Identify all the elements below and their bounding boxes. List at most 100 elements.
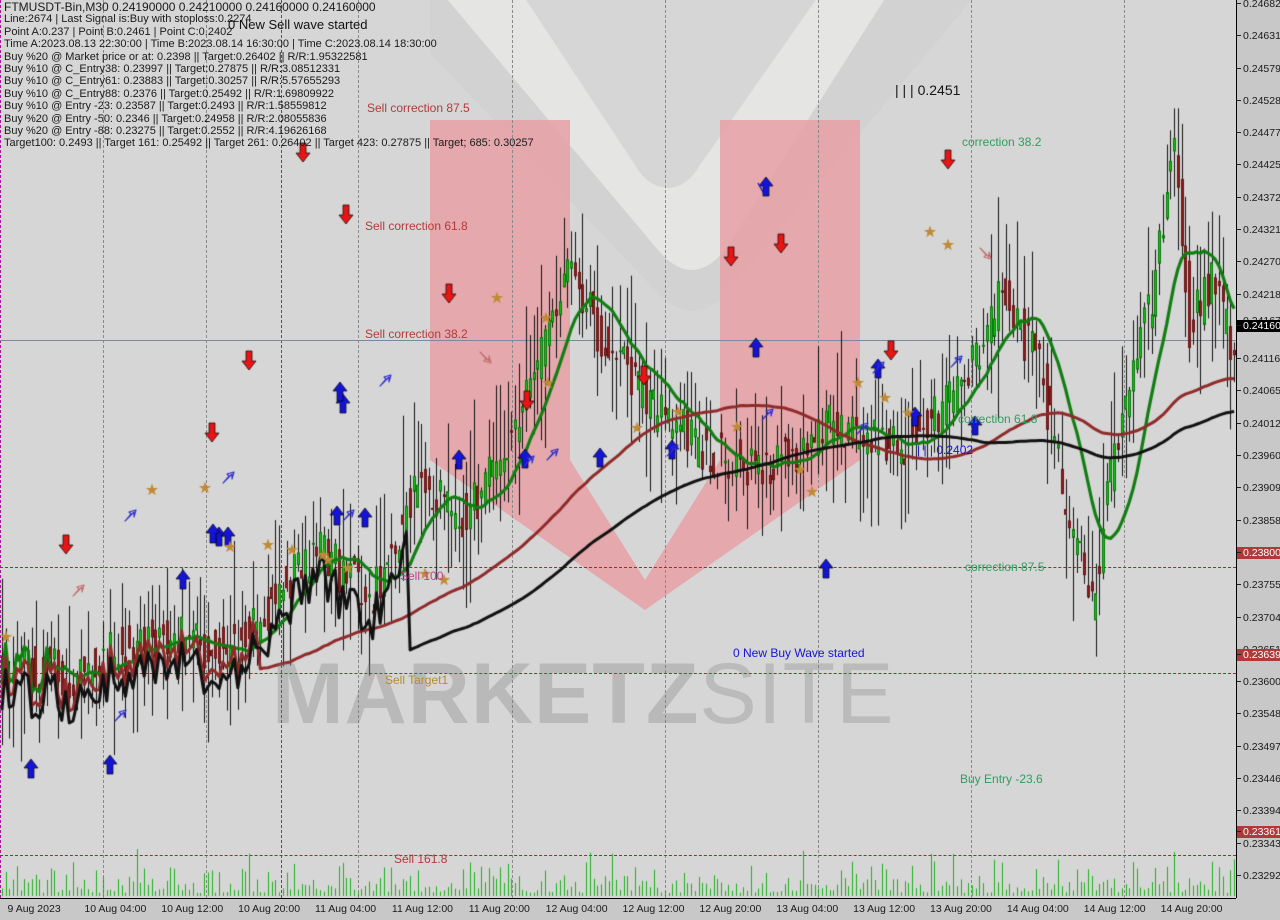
tick-label: 0.23960 [1243, 450, 1280, 463]
info-line: Point A:0.237 | Point B:0.2461 | Point C… [4, 25, 233, 38]
price-tick: 0.23909 [1237, 482, 1280, 494]
price-level-tick: 0.23639 [1237, 648, 1280, 661]
tick-label: 0.23292 [1243, 869, 1280, 882]
tick-dash [1237, 99, 1241, 101]
tick-dash [1237, 616, 1241, 618]
tick-dash [1237, 358, 1241, 360]
tick-dash [1237, 745, 1241, 747]
tick-label: 0.23446 [1243, 773, 1280, 786]
price-tick: 0.24528 [1237, 95, 1280, 107]
price-tick: 0.24321 [1237, 224, 1280, 236]
tick-label: 0.24270 [1243, 256, 1280, 269]
price-tick: 0.23343 [1237, 838, 1280, 850]
tick-dash [1237, 35, 1241, 37]
info-line: Buy %10 @ Entry -23: 0.23587 || Target:0… [4, 100, 327, 113]
price-tick: 0.24372 [1237, 192, 1280, 204]
tick-label: 0.23548 [1243, 708, 1280, 721]
chart-info-header: FTMUSDT-Bin,M30 0.24190000 0.24210000 0.… [4, 1, 534, 150]
price-tick: 0.24012 [1237, 418, 1280, 430]
tick-label: 0.24579 [1243, 62, 1280, 75]
time-tick-label: 14 Aug 04:00 [1006, 903, 1069, 915]
time-tick-label: 14 Aug 20:00 [1160, 903, 1223, 915]
tick-label: 0.24321 [1243, 224, 1280, 236]
price-tick: 0.23704 [1237, 612, 1280, 624]
level-0-2402-label: | | | 0.2402 [917, 443, 974, 457]
price-tick: 0.23497 [1237, 741, 1280, 753]
price-tick: 0.24425 [1237, 159, 1280, 171]
axis-corner [1236, 898, 1280, 920]
info-line: Buy %10 @ C_Entry61: 0.23883 || Target:0… [4, 75, 341, 88]
tick-dash [1237, 653, 1241, 655]
tick-label: 0.23909 [1243, 482, 1280, 495]
tick-dash [1237, 681, 1241, 683]
info-line: Buy %10 @ C_Entry38: 0.23997 || Target:0… [4, 62, 341, 75]
tick-dash [1237, 293, 1241, 295]
new-buy-wave-label: 0 New Buy Wave started [733, 646, 865, 660]
tick-label: 0.24218 [1243, 288, 1280, 301]
buy-entry-236-label: Buy Entry -23.6 [960, 772, 1043, 786]
info-line: Buy %10 @ C_Entry88: 0.2376 || Target:0.… [4, 87, 334, 100]
tick-label: 0.23600 [1243, 676, 1280, 689]
tick-label: 0.23755 [1243, 579, 1280, 592]
tick-label: 0.24528 [1243, 94, 1280, 107]
tick-dash [1237, 67, 1241, 69]
tick-label: 0.24065 [1243, 385, 1280, 398]
tick-label: 0.23639 [1243, 648, 1280, 661]
tick-dash [1237, 584, 1241, 586]
time-tick-label: 14 Aug 12:00 [1083, 903, 1146, 915]
time-tick-label: 10 Aug 12:00 [161, 903, 224, 915]
price-level-tick: 0.23361 [1237, 825, 1280, 838]
price-tick: 0.23446 [1237, 773, 1280, 785]
tick-dash [1237, 519, 1241, 521]
time-tick-label: 11 Aug 12:00 [391, 903, 454, 915]
info-line: Line:2674 | Last Signal is:Buy with stop… [4, 13, 252, 26]
info-line: Buy %20 @ Entry -88: 0.23275 || Target:0… [4, 124, 327, 137]
tick-dash [1237, 455, 1241, 457]
tick-label: 0.24682 [1243, 0, 1280, 10]
time-axis[interactable]: 9 Aug 2023 10 Aug 04:00 10 Aug 12:00 10 Aug… [0, 898, 1280, 920]
watermark-thin: SITE [699, 646, 895, 742]
tick-dash [1237, 830, 1241, 832]
time-tick-label: 10 Aug 20:00 [238, 903, 301, 915]
candlestick-canvas [0, 0, 1236, 898]
info-line: Time A:2023.08.13 22:30:00 | Time B:2023… [4, 38, 437, 51]
price-tick: 0.24477 [1237, 127, 1280, 139]
tick-label: 0.23858 [1243, 514, 1280, 527]
tick-dash [1237, 229, 1241, 230]
time-tick-label: 11 Aug 04:00 [315, 903, 377, 915]
tick-label: 0.23497 [1243, 740, 1280, 753]
symbol-quote-line: FTMUSDT-Bin,M30 0.24190000 0.24210000 0.… [4, 0, 376, 14]
price-tick: 0.24270 [1237, 256, 1280, 268]
tick-dash [1237, 810, 1241, 812]
watermark-bold: MARKETZ [272, 646, 700, 742]
price-tick: 0.23600 [1237, 676, 1280, 688]
tick-dash [1237, 874, 1241, 876]
time-tick-label: 12 Aug 12:00 [622, 903, 685, 915]
tick-dash [1237, 164, 1241, 166]
tick-label: 0.24372 [1243, 191, 1280, 204]
tick-dash [1237, 390, 1241, 392]
sell-1618-label: Sell 161.8 [394, 852, 448, 866]
sell-correction-618-label: Sell correction 61.8 [365, 219, 468, 233]
price-tick: 0.23960 [1237, 450, 1280, 462]
tick-dash [1237, 842, 1241, 844]
correction-382-label: correction 38.2 [962, 135, 1042, 149]
tick-dash [1237, 132, 1241, 134]
tick-label: 0.24425 [1243, 159, 1280, 172]
time-tick-label: 10 Aug 04:00 [84, 903, 147, 915]
tick-label: 0.23343 [1243, 837, 1280, 850]
correction-618-label: correction 61.8 [958, 412, 1038, 426]
level-0-2451-label: | | | 0.2451 [895, 82, 961, 98]
price-tick: 0.24116 [1237, 353, 1280, 365]
tick-dash [1237, 422, 1241, 424]
price-axis[interactable]: 0.24682 0.24631 0.24579 0.24528 0.24477 0.244… [1236, 0, 1280, 898]
price-tick: 0.24579 [1237, 63, 1280, 75]
price-tick: 0.23858 [1237, 515, 1280, 527]
info-line: Buy %20 @ Entry -50: 0.2346 || Target:0.… [4, 112, 327, 125]
tick-dash [1237, 713, 1241, 715]
chart-plot-area[interactable]: FTMUSDT-Bin,M30 0.24190000 0.24210000 0.… [0, 0, 1236, 898]
tick-label: 0.23800 [1243, 546, 1280, 559]
current-price-tick: 0.24160 [1237, 320, 1280, 333]
price-tick: 0.24218 [1237, 289, 1280, 301]
